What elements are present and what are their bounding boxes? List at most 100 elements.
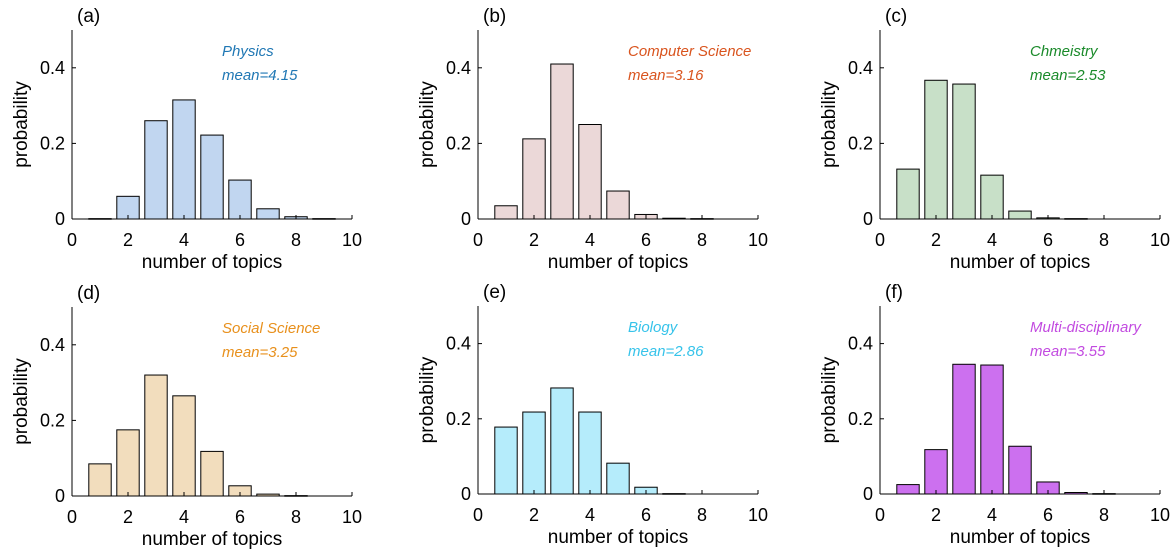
y-tick-label: 0.2 — [40, 133, 65, 153]
x-axis-label: number of topics — [548, 252, 688, 273]
x-tick-label: 6 — [641, 230, 651, 250]
y-tick-label: 0.2 — [40, 410, 65, 430]
bar — [200, 134, 224, 220]
x-tick-label: 10 — [748, 505, 768, 525]
bar — [606, 190, 630, 220]
x-tick-label: 0 — [67, 230, 77, 250]
chart-panel: 0 2 4 6 8 10 0 0.2 0.4 number of topics probabilit… — [11, 6, 362, 273]
annotation-mean: mean=2.86 — [628, 343, 704, 360]
y-axis-label: probability — [819, 356, 840, 443]
bar — [1008, 210, 1032, 220]
bar — [172, 99, 196, 220]
x-tick-label: 10 — [748, 230, 768, 250]
y-axis-label: probability — [417, 356, 438, 443]
bar — [924, 449, 948, 495]
bar — [606, 462, 630, 495]
x-tick-label: 6 — [1043, 230, 1053, 250]
y-tick-label: 0 — [55, 209, 65, 229]
panel-label: (c) — [885, 6, 907, 27]
bar — [980, 174, 1004, 220]
x-axis-label: number of topics — [142, 252, 282, 273]
y-tick-label: 0.4 — [446, 334, 471, 354]
x-tick-label: 8 — [291, 230, 301, 250]
x-tick-label: 10 — [342, 507, 362, 527]
y-tick-label: 0.2 — [446, 409, 471, 429]
x-tick-label: 0 — [473, 505, 483, 525]
bar — [952, 363, 976, 495]
y-tick-label: 0.4 — [848, 58, 873, 78]
annotation-field-name: Biology — [628, 319, 679, 336]
x-tick-label: 6 — [1043, 505, 1053, 525]
bar — [116, 429, 140, 497]
panel-label: (d) — [77, 283, 100, 304]
x-tick-label: 4 — [585, 505, 595, 525]
bar — [550, 63, 574, 220]
y-axis-label: probability — [11, 81, 32, 168]
x-axis-label: number of topics — [950, 527, 1090, 548]
x-tick-label: 6 — [641, 505, 651, 525]
chart-panel: 0 2 4 6 8 10 0 0.2 0.4 number of topics probabilit… — [11, 283, 362, 550]
chart-panel: 0 2 4 6 8 10 0 0.2 0.4 number of topics probabilit… — [819, 6, 1170, 273]
x-tick-label: 8 — [697, 230, 707, 250]
x-tick-label: 4 — [987, 230, 997, 250]
y-tick-label: 0.4 — [848, 334, 873, 354]
bar — [952, 83, 976, 220]
x-tick-label: 0 — [875, 505, 885, 525]
annotation-mean: mean=3.16 — [628, 67, 704, 84]
annotation-mean: mean=2.53 — [1030, 67, 1106, 84]
chart-panel: 0 2 4 6 8 10 0 0.2 0.4 number of topics probabilit… — [417, 6, 768, 273]
x-tick-label: 10 — [1150, 230, 1170, 250]
y-tick-label: 0 — [55, 486, 65, 506]
x-tick-label: 2 — [529, 505, 539, 525]
bar — [980, 364, 1004, 495]
bar — [228, 179, 252, 220]
panel-label: (f) — [885, 282, 903, 303]
x-tick-label: 10 — [342, 230, 362, 250]
bar — [896, 168, 920, 220]
x-tick-label: 8 — [291, 507, 301, 527]
bar — [200, 450, 224, 497]
x-tick-label: 2 — [529, 230, 539, 250]
panel-label: (e) — [483, 282, 506, 303]
x-tick-label: 4 — [987, 505, 997, 525]
x-tick-label: 0 — [473, 230, 483, 250]
annotation-mean: mean=4.15 — [222, 67, 298, 84]
annotation-field-name: Chmeistry — [1030, 43, 1099, 60]
y-axis-label: probability — [11, 358, 32, 445]
x-tick-label: 8 — [1099, 230, 1109, 250]
x-tick-label: 2 — [931, 230, 941, 250]
bar — [522, 411, 546, 495]
y-tick-label: 0.2 — [848, 133, 873, 153]
y-tick-label: 0.4 — [446, 58, 471, 78]
x-axis-label: number of topics — [950, 252, 1090, 273]
annotation-field-name: Computer Science — [628, 43, 751, 60]
panel-label: (b) — [483, 6, 506, 27]
x-tick-label: 2 — [931, 505, 941, 525]
bar — [494, 205, 518, 220]
y-tick-label: 0 — [461, 484, 471, 504]
annotation-mean: mean=3.25 — [222, 344, 298, 361]
bar — [494, 426, 518, 495]
annotation-field-name: Physics — [222, 43, 274, 60]
x-tick-label: 10 — [1150, 505, 1170, 525]
bar — [550, 387, 574, 495]
y-tick-label: 0.4 — [40, 335, 65, 355]
x-tick-label: 2 — [123, 230, 133, 250]
bar — [522, 138, 546, 220]
x-tick-label: 6 — [235, 507, 245, 527]
bar — [88, 463, 112, 497]
bar — [144, 374, 168, 497]
bar — [896, 484, 920, 495]
bar — [924, 79, 948, 220]
y-tick-label: 0.4 — [40, 58, 65, 78]
x-tick-label: 8 — [697, 505, 707, 525]
x-tick-label: 8 — [1099, 505, 1109, 525]
annotation-mean: mean=3.55 — [1030, 343, 1106, 360]
x-tick-label: 6 — [235, 230, 245, 250]
bar — [1008, 445, 1032, 495]
x-tick-label: 0 — [875, 230, 885, 250]
y-axis-label: probability — [819, 81, 840, 168]
x-axis-label: number of topics — [142, 529, 282, 550]
x-tick-label: 2 — [123, 507, 133, 527]
